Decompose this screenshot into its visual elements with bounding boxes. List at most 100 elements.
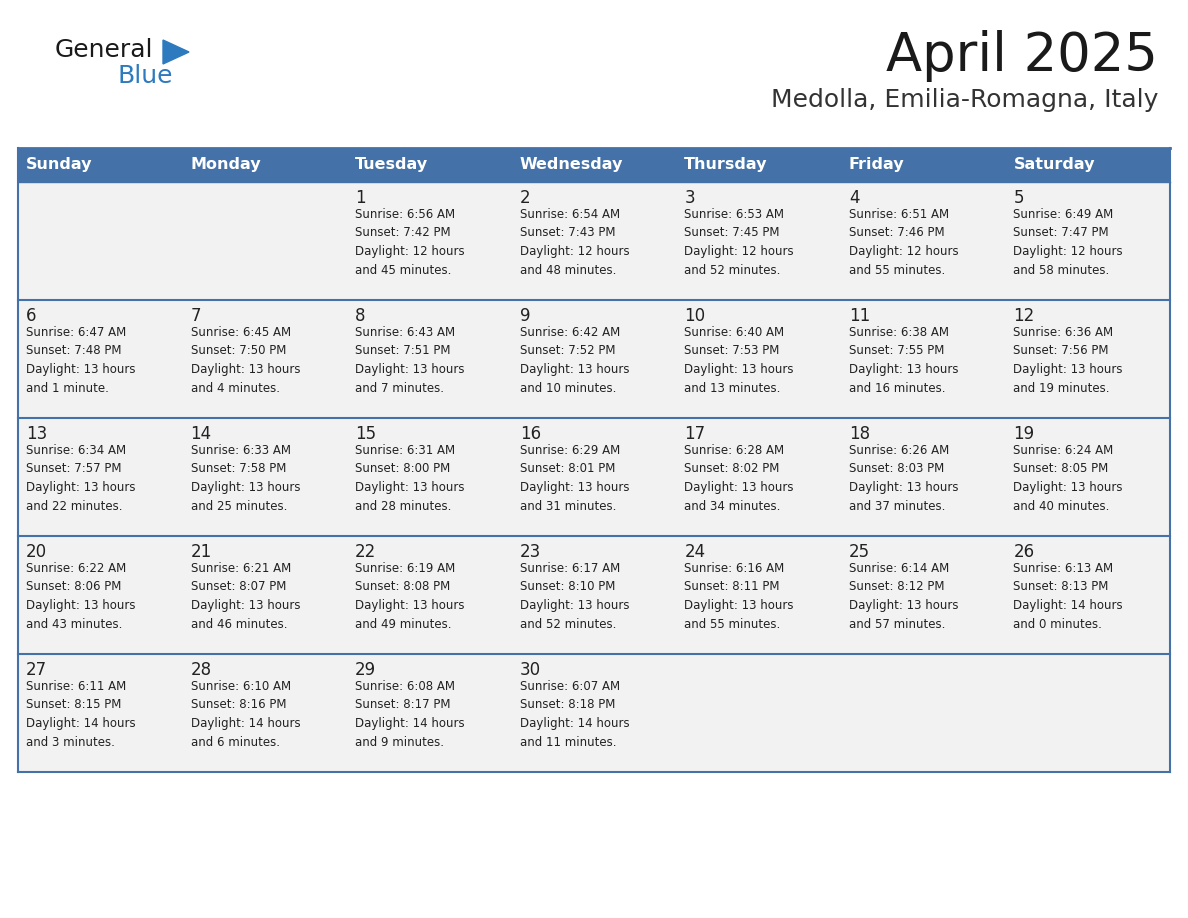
Bar: [347, 148, 512, 182]
Text: Sunrise: 6:07 AM
Sunset: 8:18 PM
Daylight: 14 hours
and 11 minutes.: Sunrise: 6:07 AM Sunset: 8:18 PM Dayligh…: [519, 680, 630, 748]
Bar: [347, 654, 512, 772]
Text: 9: 9: [519, 307, 530, 325]
Text: 3: 3: [684, 189, 695, 207]
Bar: [1005, 654, 1170, 772]
Bar: [841, 536, 1005, 654]
Text: Sunrise: 6:08 AM
Sunset: 8:17 PM
Daylight: 14 hours
and 9 minutes.: Sunrise: 6:08 AM Sunset: 8:17 PM Dayligh…: [355, 680, 465, 748]
Bar: [676, 182, 841, 300]
Text: Friday: Friday: [849, 158, 904, 173]
Bar: [841, 148, 1005, 182]
Text: Sunrise: 6:33 AM
Sunset: 7:58 PM
Daylight: 13 hours
and 25 minutes.: Sunrise: 6:33 AM Sunset: 7:58 PM Dayligh…: [190, 444, 301, 512]
Bar: [183, 654, 347, 772]
Text: Sunrise: 6:45 AM
Sunset: 7:50 PM
Daylight: 13 hours
and 4 minutes.: Sunrise: 6:45 AM Sunset: 7:50 PM Dayligh…: [190, 326, 301, 395]
Text: Sunrise: 6:47 AM
Sunset: 7:48 PM
Daylight: 13 hours
and 1 minute.: Sunrise: 6:47 AM Sunset: 7:48 PM Dayligh…: [26, 326, 135, 395]
Bar: [512, 536, 676, 654]
Text: Sunrise: 6:40 AM
Sunset: 7:53 PM
Daylight: 13 hours
and 13 minutes.: Sunrise: 6:40 AM Sunset: 7:53 PM Dayligh…: [684, 326, 794, 395]
Bar: [18, 654, 183, 772]
Text: 27: 27: [26, 661, 48, 679]
Bar: [676, 654, 841, 772]
Bar: [347, 300, 512, 418]
Text: 16: 16: [519, 425, 541, 443]
Bar: [676, 418, 841, 536]
Text: 10: 10: [684, 307, 706, 325]
Text: Medolla, Emilia-Romagna, Italy: Medolla, Emilia-Romagna, Italy: [771, 88, 1158, 112]
Bar: [676, 300, 841, 418]
Text: Sunrise: 6:28 AM
Sunset: 8:02 PM
Daylight: 13 hours
and 34 minutes.: Sunrise: 6:28 AM Sunset: 8:02 PM Dayligh…: [684, 444, 794, 512]
Bar: [512, 148, 676, 182]
Bar: [1005, 182, 1170, 300]
Text: 12: 12: [1013, 307, 1035, 325]
Bar: [18, 300, 183, 418]
Text: Sunday: Sunday: [26, 158, 93, 173]
Bar: [18, 536, 183, 654]
Text: Sunrise: 6:54 AM
Sunset: 7:43 PM
Daylight: 12 hours
and 48 minutes.: Sunrise: 6:54 AM Sunset: 7:43 PM Dayligh…: [519, 208, 630, 276]
Text: General: General: [55, 38, 153, 62]
Bar: [18, 148, 183, 182]
Text: Sunrise: 6:51 AM
Sunset: 7:46 PM
Daylight: 12 hours
and 55 minutes.: Sunrise: 6:51 AM Sunset: 7:46 PM Dayligh…: [849, 208, 959, 276]
Text: 19: 19: [1013, 425, 1035, 443]
Text: 5: 5: [1013, 189, 1024, 207]
Text: Thursday: Thursday: [684, 158, 767, 173]
Text: 2: 2: [519, 189, 530, 207]
Text: Monday: Monday: [190, 158, 261, 173]
Text: 26: 26: [1013, 543, 1035, 561]
Text: Tuesday: Tuesday: [355, 158, 428, 173]
Text: Sunrise: 6:38 AM
Sunset: 7:55 PM
Daylight: 13 hours
and 16 minutes.: Sunrise: 6:38 AM Sunset: 7:55 PM Dayligh…: [849, 326, 959, 395]
Text: 15: 15: [355, 425, 377, 443]
Text: Sunrise: 6:34 AM
Sunset: 7:57 PM
Daylight: 13 hours
and 22 minutes.: Sunrise: 6:34 AM Sunset: 7:57 PM Dayligh…: [26, 444, 135, 512]
Bar: [347, 418, 512, 536]
Polygon shape: [163, 40, 189, 64]
Text: Sunrise: 6:14 AM
Sunset: 8:12 PM
Daylight: 13 hours
and 57 minutes.: Sunrise: 6:14 AM Sunset: 8:12 PM Dayligh…: [849, 562, 959, 631]
Text: Saturday: Saturday: [1013, 158, 1095, 173]
Text: Sunrise: 6:13 AM
Sunset: 8:13 PM
Daylight: 14 hours
and 0 minutes.: Sunrise: 6:13 AM Sunset: 8:13 PM Dayligh…: [1013, 562, 1123, 631]
Bar: [841, 418, 1005, 536]
Bar: [841, 182, 1005, 300]
Text: Sunrise: 6:26 AM
Sunset: 8:03 PM
Daylight: 13 hours
and 37 minutes.: Sunrise: 6:26 AM Sunset: 8:03 PM Dayligh…: [849, 444, 959, 512]
Text: Sunrise: 6:11 AM
Sunset: 8:15 PM
Daylight: 14 hours
and 3 minutes.: Sunrise: 6:11 AM Sunset: 8:15 PM Dayligh…: [26, 680, 135, 748]
Text: 11: 11: [849, 307, 870, 325]
Bar: [1005, 418, 1170, 536]
Text: 18: 18: [849, 425, 870, 443]
Text: 23: 23: [519, 543, 541, 561]
Text: Sunrise: 6:53 AM
Sunset: 7:45 PM
Daylight: 12 hours
and 52 minutes.: Sunrise: 6:53 AM Sunset: 7:45 PM Dayligh…: [684, 208, 794, 276]
Text: Sunrise: 6:29 AM
Sunset: 8:01 PM
Daylight: 13 hours
and 31 minutes.: Sunrise: 6:29 AM Sunset: 8:01 PM Dayligh…: [519, 444, 630, 512]
Bar: [512, 654, 676, 772]
Text: 30: 30: [519, 661, 541, 679]
Text: Sunrise: 6:56 AM
Sunset: 7:42 PM
Daylight: 12 hours
and 45 minutes.: Sunrise: 6:56 AM Sunset: 7:42 PM Dayligh…: [355, 208, 465, 276]
Text: Blue: Blue: [116, 64, 172, 88]
Bar: [347, 536, 512, 654]
Bar: [841, 654, 1005, 772]
Text: Sunrise: 6:16 AM
Sunset: 8:11 PM
Daylight: 13 hours
and 55 minutes.: Sunrise: 6:16 AM Sunset: 8:11 PM Dayligh…: [684, 562, 794, 631]
Text: Sunrise: 6:24 AM
Sunset: 8:05 PM
Daylight: 13 hours
and 40 minutes.: Sunrise: 6:24 AM Sunset: 8:05 PM Dayligh…: [1013, 444, 1123, 512]
Bar: [1005, 148, 1170, 182]
Text: Wednesday: Wednesday: [519, 158, 623, 173]
Bar: [841, 300, 1005, 418]
Text: 25: 25: [849, 543, 870, 561]
Bar: [512, 182, 676, 300]
Text: Sunrise: 6:10 AM
Sunset: 8:16 PM
Daylight: 14 hours
and 6 minutes.: Sunrise: 6:10 AM Sunset: 8:16 PM Dayligh…: [190, 680, 301, 748]
Text: April 2025: April 2025: [886, 30, 1158, 82]
Text: Sunrise: 6:43 AM
Sunset: 7:51 PM
Daylight: 13 hours
and 7 minutes.: Sunrise: 6:43 AM Sunset: 7:51 PM Dayligh…: [355, 326, 465, 395]
Text: 6: 6: [26, 307, 37, 325]
Bar: [183, 148, 347, 182]
Bar: [183, 300, 347, 418]
Bar: [18, 182, 183, 300]
Text: 20: 20: [26, 543, 48, 561]
Text: Sunrise: 6:22 AM
Sunset: 8:06 PM
Daylight: 13 hours
and 43 minutes.: Sunrise: 6:22 AM Sunset: 8:06 PM Dayligh…: [26, 562, 135, 631]
Bar: [183, 182, 347, 300]
Bar: [183, 418, 347, 536]
Text: Sunrise: 6:19 AM
Sunset: 8:08 PM
Daylight: 13 hours
and 49 minutes.: Sunrise: 6:19 AM Sunset: 8:08 PM Dayligh…: [355, 562, 465, 631]
Text: 8: 8: [355, 307, 366, 325]
Text: Sunrise: 6:21 AM
Sunset: 8:07 PM
Daylight: 13 hours
and 46 minutes.: Sunrise: 6:21 AM Sunset: 8:07 PM Dayligh…: [190, 562, 301, 631]
Text: 22: 22: [355, 543, 377, 561]
Bar: [512, 300, 676, 418]
Text: Sunrise: 6:31 AM
Sunset: 8:00 PM
Daylight: 13 hours
and 28 minutes.: Sunrise: 6:31 AM Sunset: 8:00 PM Dayligh…: [355, 444, 465, 512]
Text: 4: 4: [849, 189, 859, 207]
Bar: [1005, 536, 1170, 654]
Bar: [1005, 300, 1170, 418]
Text: 21: 21: [190, 543, 211, 561]
Text: 1: 1: [355, 189, 366, 207]
Text: Sunrise: 6:49 AM
Sunset: 7:47 PM
Daylight: 12 hours
and 58 minutes.: Sunrise: 6:49 AM Sunset: 7:47 PM Dayligh…: [1013, 208, 1123, 276]
Bar: [676, 148, 841, 182]
Text: 7: 7: [190, 307, 201, 325]
